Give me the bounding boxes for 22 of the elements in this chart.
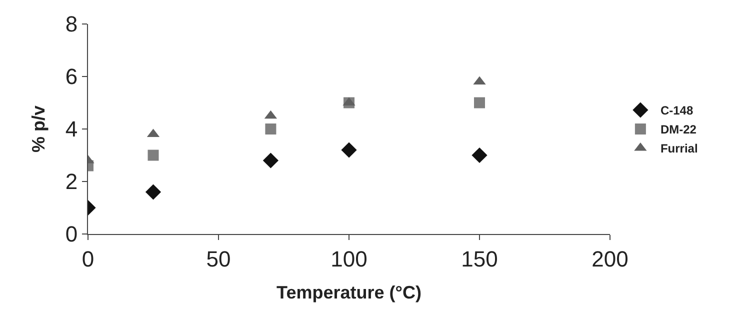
y-tick-label: 4: [65, 116, 78, 142]
point: [472, 147, 488, 164]
x-tick-label: 50: [206, 246, 231, 272]
point: [265, 124, 276, 134]
point: [474, 97, 485, 108]
point: [341, 142, 357, 158]
point: [262, 152, 278, 168]
y-tick-label: 0: [65, 222, 78, 247]
point: [148, 150, 159, 161]
x-axis-title: Temperature (°C): [276, 282, 422, 302]
x-tick-label: 200: [592, 246, 628, 272]
x-tick-label: 100: [330, 246, 368, 272]
legend-label: Furrial: [660, 142, 698, 156]
legend-label: C-148: [660, 104, 694, 118]
point: [145, 184, 162, 200]
y-axis-title: % p/v: [28, 105, 49, 153]
legend-label: DM-22: [660, 122, 697, 137]
y-tick-label: 8: [65, 12, 78, 37]
x-tick-label: 0: [82, 246, 94, 272]
y-tick-label: 2: [65, 169, 78, 194]
x-tick-label: 150: [461, 246, 498, 272]
y-tick-label: 6: [65, 64, 78, 90]
